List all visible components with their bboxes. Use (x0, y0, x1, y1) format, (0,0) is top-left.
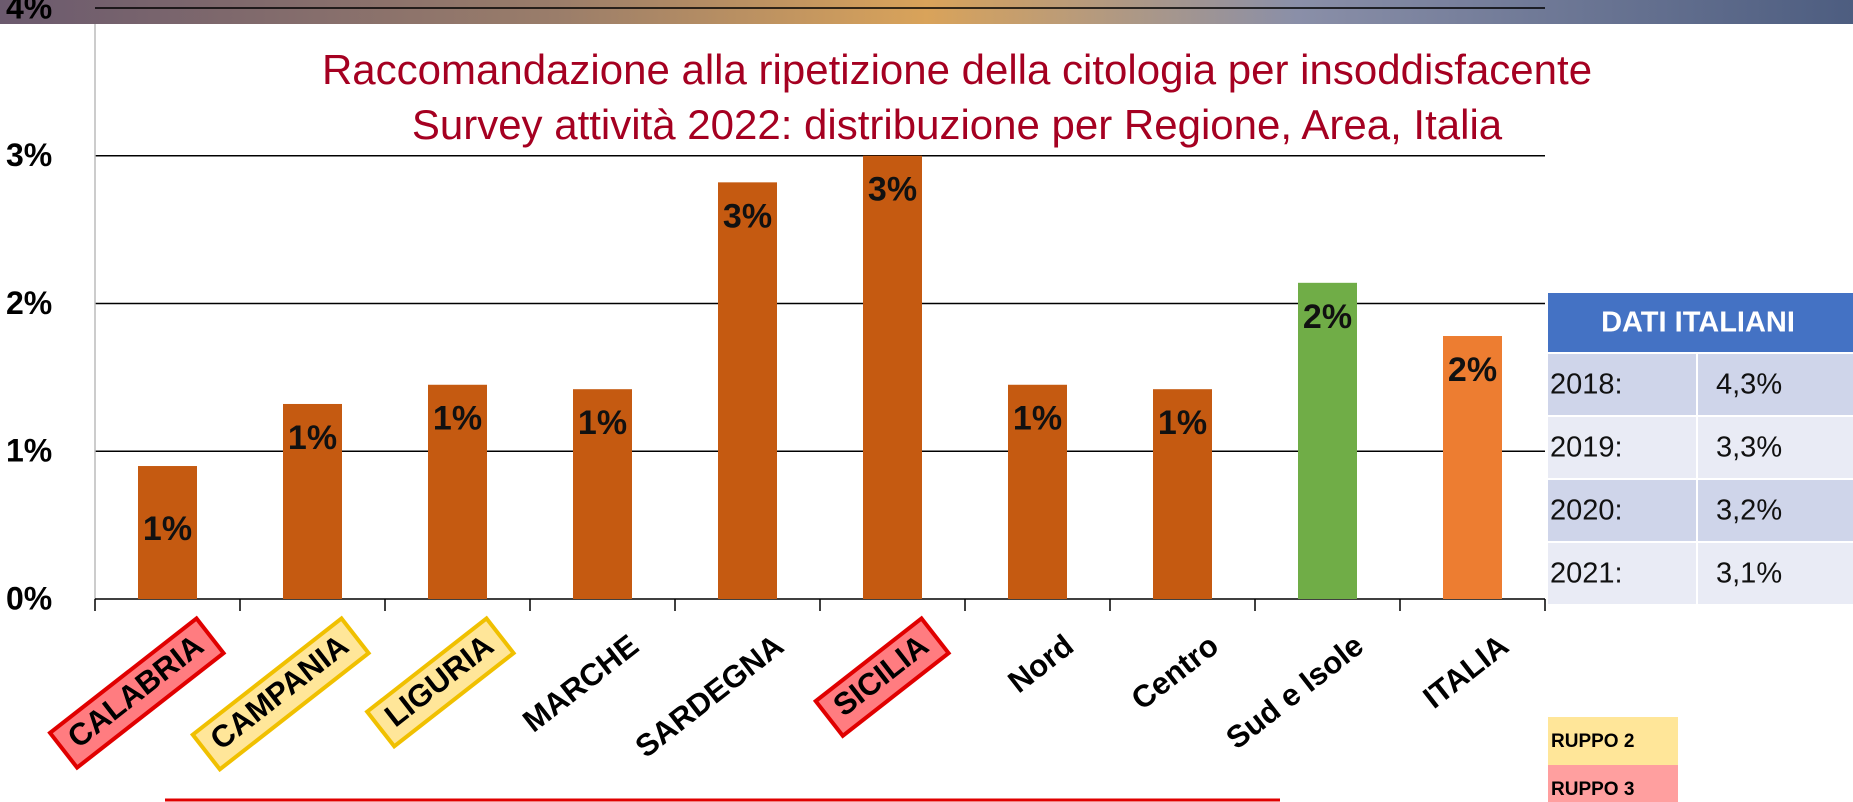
x-tick-label: CALABRIA (61, 628, 210, 755)
y-tick-label: 0% (6, 580, 52, 616)
bar (718, 182, 777, 599)
legend-label: RUPPO 3 (1551, 779, 1634, 800)
table-text: 2019: (1550, 432, 1623, 464)
category-label-group: Centro (1125, 628, 1225, 717)
table-text: 3,1% (1716, 558, 1782, 590)
bar (138, 466, 197, 599)
plot-bg (95, 24, 1545, 34)
table-cell (1548, 543, 1696, 604)
category-highlight (189, 615, 372, 773)
x-tick-label: Nord (1001, 628, 1080, 700)
legend-swatch (1548, 765, 1678, 802)
bar (1298, 282, 1357, 599)
y-tick-label: 1% (6, 433, 52, 469)
x-tick-label: MARCHE (516, 628, 645, 739)
table-cell (1548, 354, 1696, 415)
category-label-group: Nord (1001, 628, 1080, 700)
table-cell (1698, 417, 1853, 478)
table-text: 2018: (1550, 369, 1623, 401)
x-tick-label: SARDEGNA (629, 628, 790, 765)
value-label: 2% (1448, 351, 1497, 389)
category-label-group: ITALIA (1416, 628, 1514, 716)
table-cell (1698, 543, 1853, 604)
value-label: 3% (723, 197, 772, 235)
x-tick-label: Sud e Isole (1219, 628, 1370, 756)
bar (428, 384, 487, 599)
table-text: 4,3% (1716, 369, 1782, 401)
bar (573, 389, 632, 599)
category-label-group: CALABRIA (47, 615, 227, 771)
category-highlight (47, 615, 227, 771)
legend-swatch (1548, 717, 1678, 765)
value-label: 1% (288, 419, 337, 457)
category-highlight (364, 615, 517, 750)
chart-subtitle: Survey attività 2022: distribuzione per … (412, 101, 1503, 148)
table-cell (1698, 480, 1853, 541)
category-label-group: MARCHE (516, 628, 645, 739)
value-label: 1% (1158, 404, 1207, 442)
value-label: 1% (143, 510, 192, 548)
value-label: 2% (1303, 298, 1352, 336)
category-label-group: Sud e Isole (1219, 628, 1370, 756)
table-header (1548, 293, 1853, 352)
value-label: 1% (1013, 400, 1062, 438)
table-text: 3,2% (1716, 495, 1782, 527)
table-cell (1698, 354, 1853, 415)
table-cell (1548, 480, 1696, 541)
table-text: 2020: (1550, 495, 1623, 527)
bar (1008, 384, 1067, 599)
table-text: 3,3% (1716, 432, 1782, 464)
chart-title: Raccomandazione alla ripetizione della c… (322, 46, 1592, 93)
table-text: 2021: (1550, 558, 1623, 590)
legend-label: RUPPO 2 (1551, 731, 1634, 752)
bar (1443, 336, 1502, 599)
y-tick-label: 3% (6, 137, 52, 173)
category-label-group: SICILIA (812, 615, 952, 739)
header-photo (0, 0, 1853, 24)
x-tick-label: CAMPANIA (204, 628, 355, 757)
y-tick-label: 4% (6, 0, 52, 25)
x-tick-label: Centro (1125, 628, 1225, 717)
category-label-group: CAMPANIA (189, 615, 372, 773)
category-highlight (812, 615, 952, 739)
y-tick-label: 2% (6, 285, 52, 321)
bar (863, 155, 922, 599)
table-title: DATI ITALIANI (1601, 307, 1795, 339)
value-label: 1% (433, 400, 482, 438)
x-tick-label: ITALIA (1416, 628, 1514, 716)
category-label-group: LIGURIA (364, 615, 517, 750)
value-label: 1% (578, 404, 627, 442)
category-label-group: SARDEGNA (629, 628, 790, 765)
bar (283, 403, 342, 599)
bar (1153, 389, 1212, 599)
table-cell (1548, 417, 1696, 478)
value-label: 3% (868, 171, 917, 209)
